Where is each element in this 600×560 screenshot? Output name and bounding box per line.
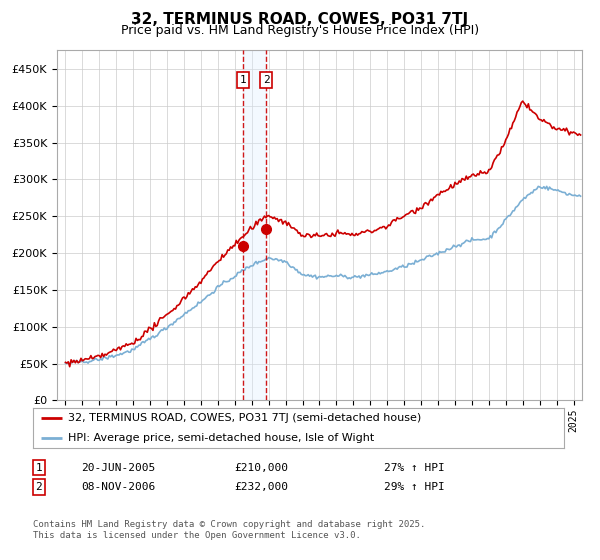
Text: 1: 1	[35, 463, 43, 473]
Text: 32, TERMINUS ROAD, COWES, PO31 7TJ (semi-detached house): 32, TERMINUS ROAD, COWES, PO31 7TJ (semi…	[68, 413, 421, 423]
Text: 20-JUN-2005: 20-JUN-2005	[81, 463, 155, 473]
Text: £210,000: £210,000	[234, 463, 288, 473]
Text: Contains HM Land Registry data © Crown copyright and database right 2025.: Contains HM Land Registry data © Crown c…	[33, 520, 425, 529]
Text: 1: 1	[239, 75, 246, 85]
Text: 08-NOV-2006: 08-NOV-2006	[81, 482, 155, 492]
Text: 2: 2	[263, 75, 269, 85]
Text: 27% ↑ HPI: 27% ↑ HPI	[384, 463, 445, 473]
Text: 2: 2	[35, 482, 43, 492]
Text: Price paid vs. HM Land Registry's House Price Index (HPI): Price paid vs. HM Land Registry's House …	[121, 24, 479, 36]
Text: 32, TERMINUS ROAD, COWES, PO31 7TJ: 32, TERMINUS ROAD, COWES, PO31 7TJ	[131, 12, 469, 27]
Text: 29% ↑ HPI: 29% ↑ HPI	[384, 482, 445, 492]
Text: HPI: Average price, semi-detached house, Isle of Wight: HPI: Average price, semi-detached house,…	[68, 433, 374, 443]
Text: £232,000: £232,000	[234, 482, 288, 492]
Bar	[243, 50, 266, 400]
Text: This data is licensed under the Open Government Licence v3.0.: This data is licensed under the Open Gov…	[33, 531, 361, 540]
